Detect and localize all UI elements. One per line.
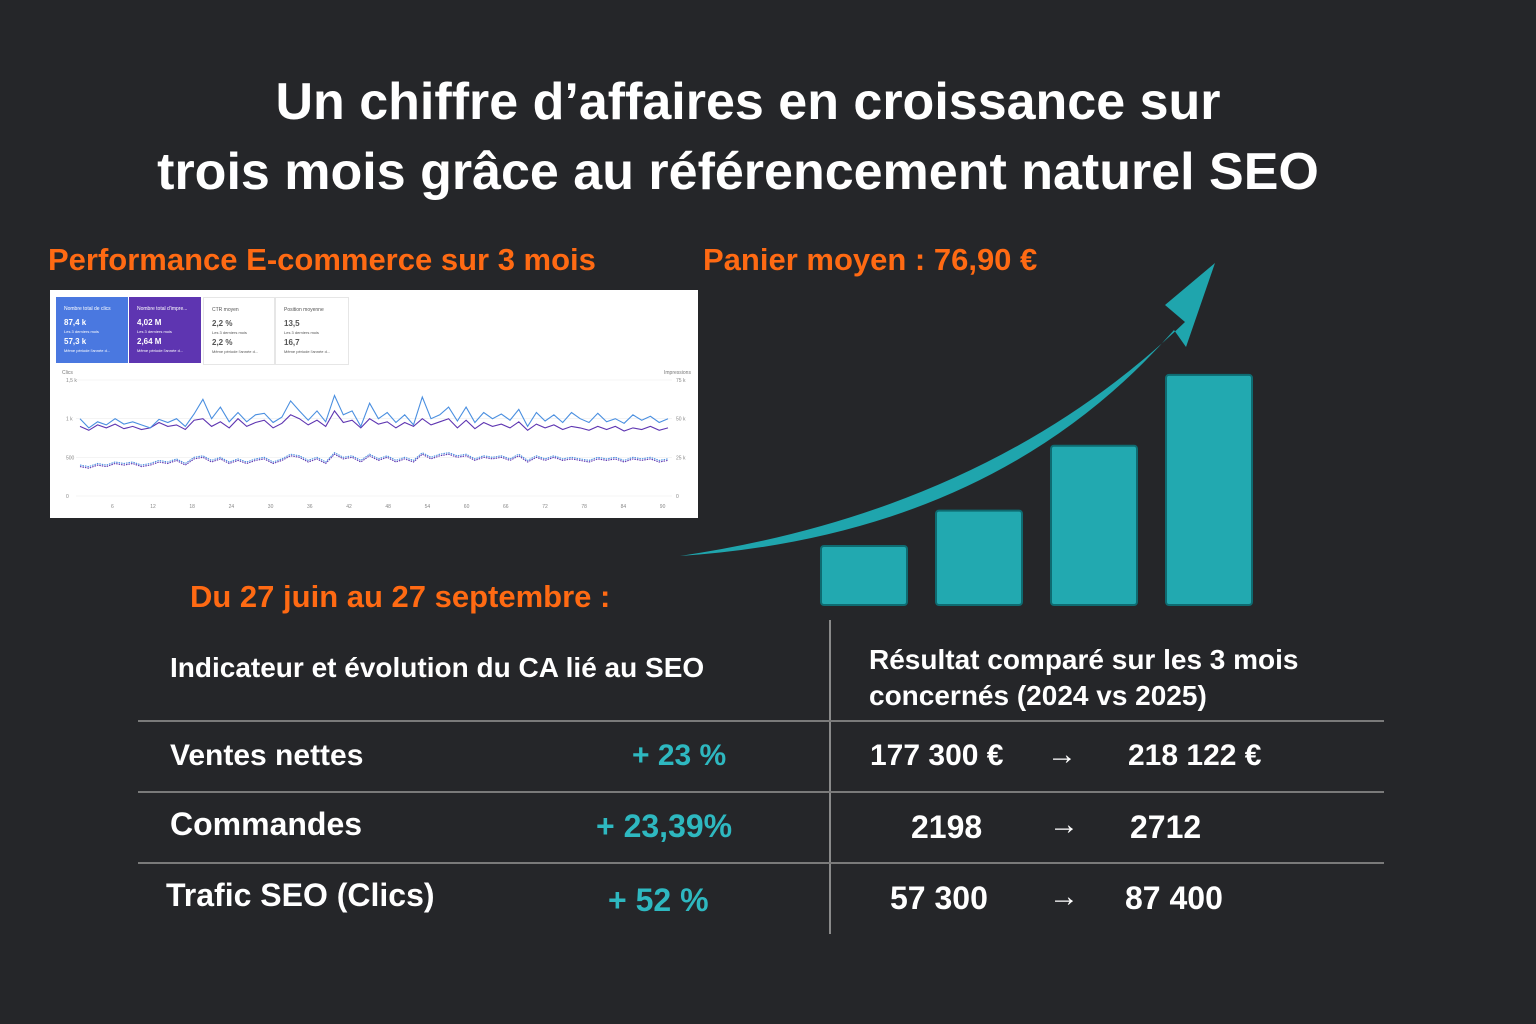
row-change-commandes: + 23,39% — [596, 808, 733, 844]
growth-bar — [820, 545, 908, 606]
table-row-divider — [138, 862, 1384, 864]
row-after-ventes: 218 122 € — [1128, 739, 1262, 772]
metric-sub-current: Les 3 derniers mois — [212, 330, 247, 335]
x-tick-label: 90 — [660, 504, 666, 510]
metric-value-previous: 16,7 — [284, 338, 300, 347]
metric-sub-previous: Même période l'année d... — [137, 348, 184, 353]
x-tick-label: 60 — [464, 504, 470, 510]
x-tick-label: 18 — [189, 504, 195, 510]
table-header-right-line-2: concernés (2024 vs 2025) — [869, 680, 1207, 711]
table-header-right-line-1: Résultat comparé sur les 3 mois — [869, 644, 1299, 675]
arrow-right-icon: → — [1049, 880, 1079, 913]
table-row-divider — [138, 791, 1384, 793]
panier-moyen-label: Panier moyen : 76,90 € — [703, 242, 1038, 277]
metric-card-impressions: Nombre total d'impre... 4,02 M Les 3 der… — [129, 297, 201, 363]
metric-sub-current: Les 3 derniers mois — [64, 329, 99, 334]
right-axis-title: Impressions — [664, 370, 691, 376]
growth-bar — [1050, 444, 1138, 606]
metric-card-position: Position moyenne 13,5 Les 3 derniers moi… — [275, 297, 349, 365]
x-tick-label: 72 — [542, 504, 548, 510]
growth-bar — [935, 509, 1023, 607]
metric-card-label: Position moyenne — [284, 307, 324, 313]
metric-card-label: Nombre total de clics — [64, 306, 111, 312]
metric-value-current: 2,2 % — [212, 319, 233, 328]
left-tick-label: 1 k — [66, 417, 73, 423]
x-tick-label: 78 — [581, 504, 587, 510]
headline-line-2: trois mois grâce au référencement nature… — [157, 143, 1319, 201]
x-tick-label: 12 — [150, 504, 156, 510]
metric-card-clicks: Nombre total de clics 87,4 k Les 3 derni… — [56, 297, 128, 363]
x-tick-label: 84 — [621, 504, 627, 510]
arrow-right-icon: → — [1049, 808, 1079, 841]
right-tick-label: 25 k — [676, 455, 686, 461]
metric-card-ctr: CTR moyen 2,2 % Les 3 derniers mois 2,2 … — [203, 297, 275, 365]
metric-value-current: 87,4 k — [64, 318, 87, 327]
x-tick-label: 42 — [346, 504, 352, 510]
row-before-trafic: 57 300 — [890, 880, 988, 916]
right-tick-label: 0 — [676, 494, 679, 500]
row-after-trafic: 87 400 — [1125, 880, 1223, 916]
row-change-ventes: + 23 % — [632, 739, 727, 772]
metric-value-previous: 2,64 M — [137, 337, 162, 346]
metric-sub-current: Les 3 derniers mois — [284, 330, 319, 335]
series-clics-previous — [79, 409, 669, 432]
right-tick-label: 50 k — [676, 417, 686, 423]
row-after-commandes: 2712 — [1130, 809, 1202, 845]
growth-graphic — [680, 263, 1253, 607]
row-label-commandes: Commandes — [170, 806, 363, 842]
table-header-left: Indicateur et évolution du CA lié au SEO — [170, 652, 705, 683]
metric-sub-previous: Même période l'année d... — [212, 349, 259, 354]
x-tick-label: 54 — [425, 504, 431, 510]
left-axis-title: Clics — [62, 370, 73, 376]
left-tick-label: 0 — [66, 494, 69, 500]
row-label-trafic: Trafic SEO (Clics) — [166, 877, 435, 913]
row-before-commandes: 2198 — [911, 809, 983, 845]
search-console-line-chart: 1,5 k 75 k 1 k 50 k 500 25 k 0 0 6 12 18 24 30 36 42 48… — [66, 378, 686, 510]
growth-bars — [820, 373, 1253, 607]
metric-value-previous: 2,2 % — [212, 338, 233, 347]
row-change-trafic: + 52 % — [608, 882, 709, 918]
series-impressions-current — [79, 452, 669, 468]
metric-value-current: 13,5 — [284, 319, 300, 328]
row-label-ventes: Ventes nettes — [170, 739, 364, 772]
metric-value-current: 4,02 M — [137, 318, 162, 327]
search-console-screenshot: Nombre total de clics 87,4 k Les 3 derni… — [50, 290, 698, 518]
metric-sub-previous: Même période l'année d... — [284, 349, 331, 354]
headline-line-1: Un chiffre d’affaires en croissance sur — [275, 73, 1221, 131]
x-tick-label: 24 — [229, 504, 235, 510]
period-label: Du 27 juin au 27 septembre : — [190, 579, 611, 614]
x-tick-label: 66 — [503, 504, 509, 510]
series-clics-current — [79, 394, 669, 429]
metric-sub-previous: Même période l'année d... — [64, 348, 111, 353]
performance-label: Performance E-commerce sur 3 mois — [48, 242, 596, 277]
table-row-divider — [138, 720, 1384, 722]
growth-bar — [1165, 373, 1253, 607]
x-tick-label: 30 — [268, 504, 274, 510]
metric-sub-current: Les 3 derniers mois — [137, 329, 172, 334]
metric-card-label: Nombre total d'impre... — [137, 306, 188, 312]
arrow-right-icon: → — [1047, 738, 1077, 771]
series-impressions-previous — [79, 453, 669, 469]
x-tick-label: 36 — [307, 504, 313, 510]
x-tick-label: 48 — [385, 504, 391, 510]
right-tick-label: 75 k — [676, 378, 686, 384]
left-tick-label: 500 — [66, 455, 75, 461]
metric-card-label: CTR moyen — [212, 307, 239, 313]
row-before-ventes: 177 300 € — [870, 739, 1004, 772]
table-column-divider — [829, 620, 831, 934]
x-tick-label: 6 — [111, 504, 114, 510]
metric-value-previous: 57,3 k — [64, 337, 87, 346]
left-tick-label: 1,5 k — [66, 378, 77, 384]
